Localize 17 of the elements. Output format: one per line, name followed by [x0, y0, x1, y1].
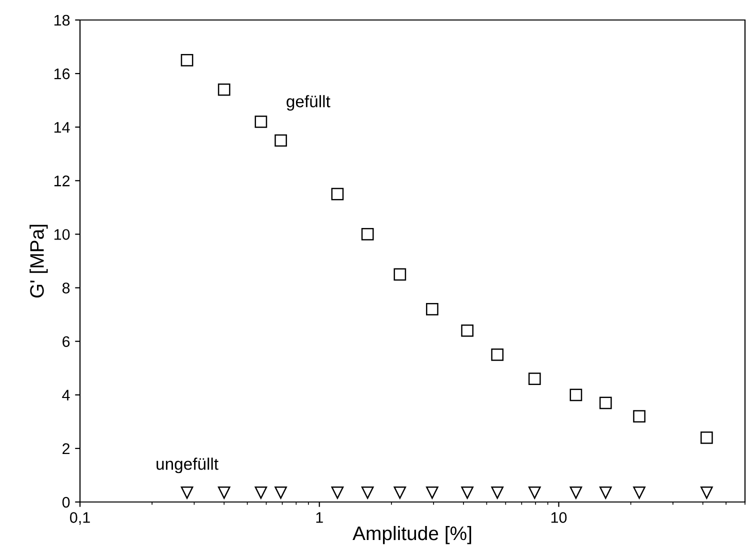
- y-tick-label: 4: [62, 390, 70, 400]
- y-tick-label: 12: [54, 176, 70, 186]
- y-tick-label: 10: [54, 229, 70, 240]
- y-tick-label: 16: [54, 68, 70, 80]
- y-axis-title: G' [MPa]: [30, 224, 48, 298]
- x-tick-label: 0,1: [70, 512, 90, 525]
- y-tick-label: 2: [62, 443, 70, 454]
- x-axis-title: Amplitude [%]: [352, 526, 472, 544]
- y-tick-label: 0: [62, 496, 70, 508]
- y-tick-label: 14: [54, 122, 70, 133]
- series-label: gefüllt: [286, 95, 330, 111]
- y-tick-label: 18: [54, 14, 70, 26]
- y-tick-label: 8: [62, 282, 70, 294]
- x-tick-label: 1: [316, 512, 323, 523]
- y-tick-label: 6: [62, 336, 70, 348]
- x-tick-label: 10: [551, 512, 567, 523]
- series-label: ungefüllt: [156, 458, 218, 474]
